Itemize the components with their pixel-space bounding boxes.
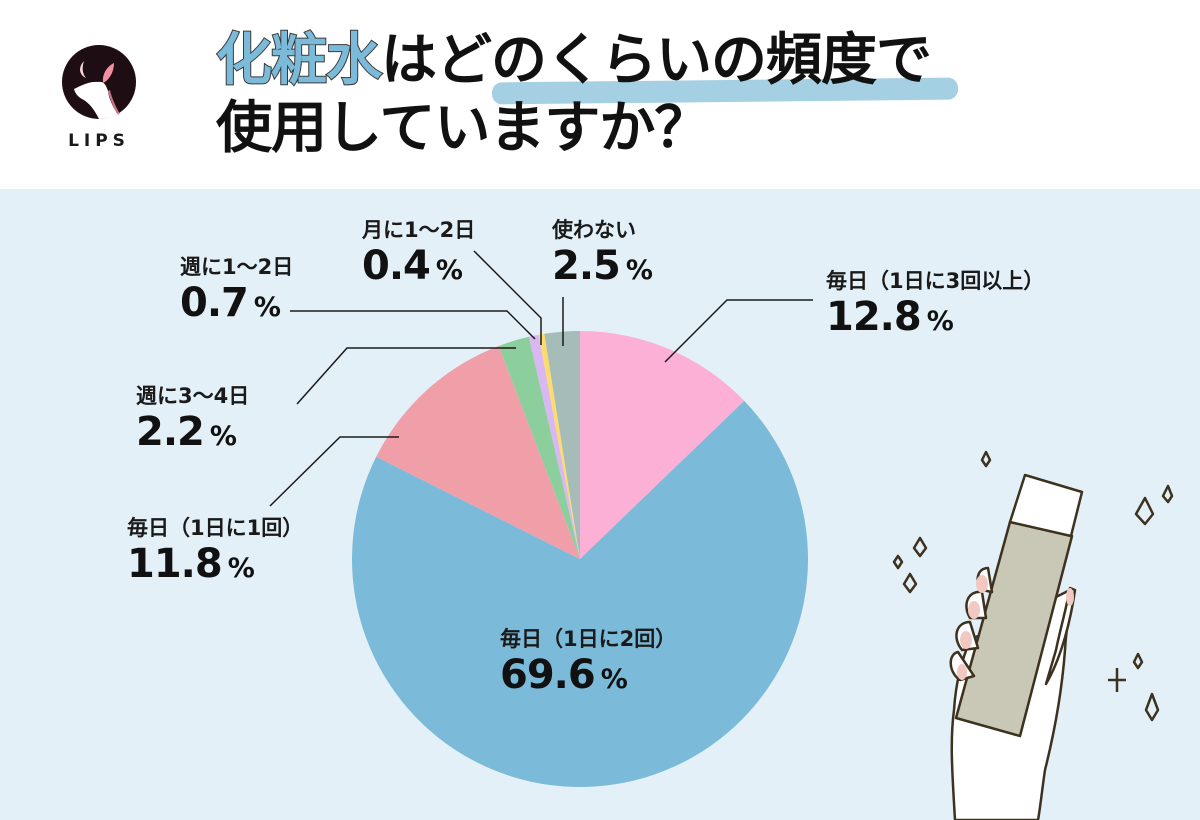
sparkle-icons	[892, 450, 1174, 722]
page-title: 化粧水はどのくらいの頻度で 使用していますか？	[215, 27, 1036, 162]
label-daily-3plus: 毎日（1日に3回以上） 12.8%	[826, 269, 1045, 340]
title-accent: 化粧水	[215, 27, 383, 94]
title-line1: はどのくらいの頻度で	[381, 28, 932, 93]
leader-line-weekly-3-4	[296, 347, 516, 405]
leader-lines	[269, 250, 813, 507]
pie-slice-daily-2	[351, 400, 808, 787]
title-line2: 使用していますか？	[216, 96, 710, 161]
fawn-logo-icon	[62, 45, 136, 119]
label-daily-1: 毎日（1日に1回） 11.8%	[127, 516, 304, 587]
label-weekly-1-2: 週に1〜2日 0.7%	[180, 255, 294, 326]
pie-slice-daily-3plus	[580, 331, 745, 559]
leader-line-weekly-1-2	[290, 310, 536, 340]
hand-holding-toner-illustration	[892, 450, 1174, 820]
pie-slice-weekly-1-2	[528, 334, 580, 559]
lips-logo: LIPS	[58, 45, 138, 155]
pie-slice-monthly-1-2	[538, 333, 580, 559]
pie-slice-never	[544, 331, 580, 559]
label-weekly-3-4: 週に3〜4日 2.2%	[136, 384, 250, 455]
pie-slice-daily-1	[376, 345, 580, 559]
label-daily-2: 毎日（1日に2回） 69.6%	[500, 627, 677, 698]
label-monthly-1-2: 月に1〜2日 0.4%	[362, 218, 476, 289]
pie-slice-weekly-3-4	[498, 336, 580, 559]
pie-slices	[351, 331, 808, 787]
leader-line-daily-3plus	[664, 299, 813, 363]
leader-line-daily-1	[269, 436, 399, 507]
leader-line-monthly-1-2	[473, 250, 542, 345]
logo-text: LIPS	[68, 131, 130, 151]
header: LIPS 化粧水はどのくらいの頻度で 使用していますか？	[0, 0, 1200, 189]
label-never: 使わない 2.5%	[552, 218, 653, 289]
